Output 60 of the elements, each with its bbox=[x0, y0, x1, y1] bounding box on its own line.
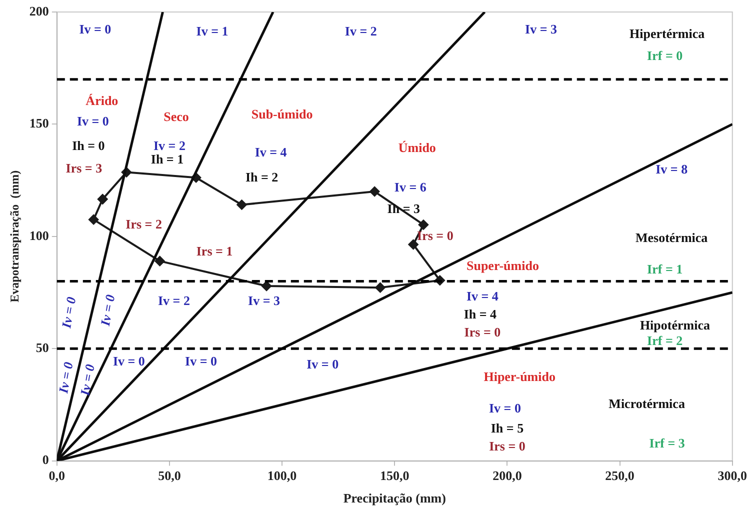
annotation: Iv = 0 bbox=[112, 353, 145, 368]
annotation: Ih = 3 bbox=[387, 200, 420, 216]
annotation: Irf = 3 bbox=[649, 435, 686, 450]
annotation: Irs = 3 bbox=[66, 160, 103, 176]
y-tick-label: 100 bbox=[29, 228, 49, 243]
annotation: Iv = 0 bbox=[97, 293, 118, 328]
y-tick-label: 150 bbox=[29, 116, 49, 131]
annotation: Iv = 0 bbox=[76, 113, 109, 128]
annotation: Irs = 2 bbox=[126, 216, 162, 232]
annotation: Iv = 3 bbox=[525, 21, 558, 36]
annotation: Iv = 0 bbox=[488, 400, 521, 416]
annotation: Ih = 5 bbox=[490, 420, 524, 436]
annotation: Árido bbox=[86, 93, 118, 108]
annotation: Úmido bbox=[398, 140, 436, 156]
x-tick-label: 200,0 bbox=[492, 468, 522, 483]
annotation: Iv = 0 bbox=[306, 356, 339, 372]
annotation: Irf = 2 bbox=[647, 333, 683, 348]
annotation: Hipotérmica bbox=[640, 318, 710, 333]
annotation: Mesotérmica bbox=[635, 230, 708, 246]
annotation: Iv = 0 bbox=[185, 353, 217, 368]
y-axis-title: Evapotranspiração (mm) bbox=[7, 170, 22, 302]
annotation: Irs = 0 bbox=[489, 438, 526, 454]
annotation: Iv = 0 bbox=[55, 360, 76, 396]
annotation: Iv = 4 bbox=[466, 288, 499, 304]
x-axis-title: Precipitação (mm) bbox=[343, 490, 446, 506]
y-tick-label: 200 bbox=[29, 3, 49, 18]
x-tick-label: 100,0 bbox=[267, 468, 297, 483]
x-tick-label: 0,0 bbox=[48, 468, 66, 483]
y-tick-label: 50 bbox=[36, 340, 49, 355]
annotation: Irf = 1 bbox=[647, 261, 683, 276]
annotation: Iv = 8 bbox=[656, 162, 688, 177]
annotation: Ih = 4 bbox=[464, 306, 498, 322]
annotation: Iv = 0 bbox=[77, 362, 98, 398]
annotation: Irs = 0 bbox=[464, 324, 501, 340]
x-tick-label: 50,0 bbox=[158, 468, 181, 483]
annotation: Sub-úmido bbox=[251, 106, 313, 122]
annotation: Irs = 0 bbox=[417, 228, 454, 243]
x-tick-label: 250,0 bbox=[605, 468, 634, 483]
annotation: Irf = 0 bbox=[647, 48, 683, 64]
annotation: Ih = 2 bbox=[245, 169, 278, 184]
annotation: Super-úmido bbox=[466, 258, 539, 274]
annotation: Hiper-úmido bbox=[484, 369, 556, 384]
annotation: Ih = 0 bbox=[72, 138, 105, 153]
annotation: Iv = 4 bbox=[254, 144, 288, 160]
annotation: Seco bbox=[164, 108, 189, 124]
annotation: Iv = 3 bbox=[248, 292, 281, 308]
annotation: Iv = 0 bbox=[79, 21, 112, 36]
annotation: Iv = 2 bbox=[158, 292, 190, 308]
annotation: Iv = 1 bbox=[196, 24, 228, 39]
annotation: Microtérmica bbox=[608, 396, 686, 412]
annotation: Ih = 1 bbox=[150, 151, 184, 166]
annotation: Iv = 2 bbox=[153, 138, 186, 153]
annotation: Irs = 1 bbox=[196, 243, 233, 258]
y-tick-label: 0 bbox=[42, 452, 49, 468]
annotation: Iv = 0 bbox=[58, 295, 79, 330]
annotation: Hipertérmica bbox=[630, 26, 706, 41]
annotation: Iv = 2 bbox=[344, 24, 377, 39]
x-tick-label: 300,0 bbox=[718, 468, 747, 483]
x-tick-label: 150,0 bbox=[380, 468, 410, 483]
annotation: Iv = 6 bbox=[394, 180, 427, 195]
